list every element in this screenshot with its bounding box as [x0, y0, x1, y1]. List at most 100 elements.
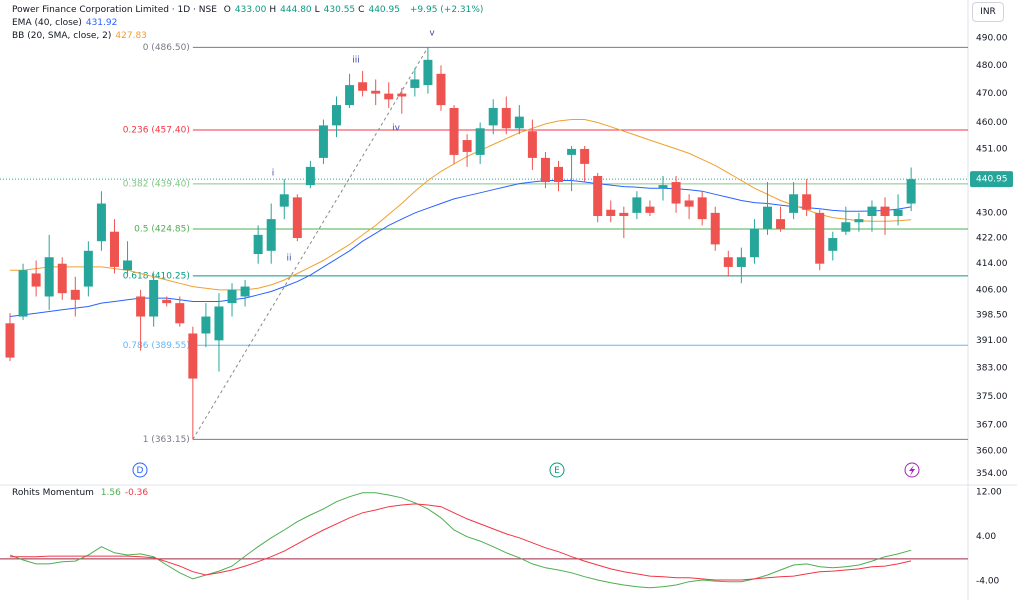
y-tick-label: 422.00: [976, 234, 1008, 244]
candle-body: [580, 148, 590, 164]
candle-body: [371, 90, 381, 94]
candle-body: [841, 222, 851, 232]
wave-trendline: [192, 47, 429, 440]
last-price-label: 440.95: [976, 175, 1008, 185]
candle-body: [462, 140, 472, 152]
candle-body: [188, 333, 198, 379]
candle-body: [109, 231, 119, 267]
stat-label: H: [269, 5, 277, 15]
stat-label: O: [223, 5, 231, 15]
stat-label: L: [314, 5, 320, 15]
wave-label: v: [429, 29, 435, 39]
indicator-line: [10, 119, 912, 291]
candle-body: [736, 257, 746, 267]
candle-body: [305, 166, 315, 186]
candle-body: [214, 306, 224, 341]
currency-button[interactable]: INR: [972, 2, 1004, 22]
y-tick-label: 354.00: [976, 469, 1008, 479]
candle-body: [710, 212, 720, 245]
wave-label: iv: [392, 124, 401, 134]
momentum-line: [10, 503, 912, 581]
candle-body: [292, 197, 302, 239]
candle-body: [5, 323, 15, 358]
wave-label: ii: [286, 254, 291, 264]
candle-body: [318, 125, 328, 158]
ohlc-stats: O 433.00 H 444.80 L 430.55 C 440.95: [224, 5, 403, 15]
candle-body: [749, 228, 759, 258]
candle-body: [136, 296, 146, 317]
candle-body: [410, 79, 420, 88]
indicator-value: 431.92: [85, 18, 118, 28]
last-price-badge: [970, 171, 1013, 188]
candle-body: [540, 157, 550, 183]
candle-body: [880, 206, 890, 216]
candle-body: [684, 200, 694, 207]
y-tick-label: 12.00: [976, 488, 1002, 498]
candle-body: [449, 107, 459, 155]
candle-body: [253, 234, 263, 255]
candle-body: [762, 206, 772, 229]
candle-body: [593, 175, 603, 216]
candle-body: [906, 179, 916, 204]
candle-body: [345, 85, 355, 106]
candle-body: [18, 270, 28, 317]
candle-body: [175, 303, 185, 324]
y-tick-label: 391.00: [976, 336, 1008, 346]
candle-body: [815, 212, 825, 264]
candle-body: [645, 206, 655, 213]
wave-label: iii: [352, 56, 360, 66]
stat-value: 444.80: [280, 5, 312, 15]
candle-body: [123, 260, 133, 271]
y-tick-label: 451.00: [976, 144, 1008, 154]
candle-body: [149, 279, 159, 317]
y-tick-label: 398.50: [976, 310, 1008, 320]
indicator-name: EMA (40, close): [12, 18, 82, 28]
candle-body: [475, 128, 485, 155]
candle-body: [501, 107, 511, 129]
candle-body: [776, 219, 786, 229]
y-tick-label: 406.00: [976, 285, 1008, 295]
fib-label: 0.236 (457.40): [123, 126, 190, 136]
candle-body: [266, 219, 276, 251]
fib-label: 1 (363.15): [143, 435, 190, 445]
candle-body: [658, 185, 668, 189]
indicator-legend-item: BB (20, SMA, close, 2) 427.83: [12, 30, 151, 42]
indicator-name: BB (20, SMA, close, 2): [12, 31, 112, 41]
indicator-line: [9, 180, 912, 317]
candle-body: [606, 209, 616, 216]
candle-body: [867, 206, 877, 216]
y-tick-label: 470.00: [976, 89, 1008, 99]
candle-body: [201, 316, 211, 334]
candle-body: [697, 197, 707, 220]
momentum-line: [9, 492, 912, 589]
y-tick-label: 367.00: [976, 421, 1008, 431]
candle-body: [828, 238, 838, 251]
event-marker: [549, 462, 565, 478]
candle-body: [619, 212, 629, 216]
candle-body: [789, 194, 799, 213]
momentum-title: Rohits Momentum: [12, 488, 94, 498]
candle-body: [358, 82, 368, 91]
momentum-legend: Rohits Momentum 1.56 -0.36: [12, 487, 156, 499]
stat-value: 430.55: [323, 5, 356, 15]
header-line: Power Finance Corporation Limited · 1D ·…: [12, 4, 487, 16]
stat-value: 440.95: [368, 5, 400, 15]
indicator-value: 427.83: [115, 31, 147, 41]
event-icon: [909, 465, 915, 476]
candle-body: [567, 148, 577, 155]
momentum-value: -0.36: [124, 488, 149, 498]
candle-body: [31, 273, 41, 287]
candle-body: [397, 93, 407, 97]
candle-body: [57, 263, 67, 294]
y-tick-label: 480.00: [976, 61, 1008, 71]
stat-label: C: [358, 5, 365, 15]
candle-body: [436, 73, 446, 106]
candle-body: [488, 107, 498, 126]
candle-body: [723, 257, 733, 267]
y-tick-label: 490.00: [976, 33, 1008, 43]
indicator-legend-item: EMA (40, close) 431.92: [12, 17, 121, 29]
candle-body: [162, 299, 172, 304]
candle-body: [527, 131, 537, 158]
